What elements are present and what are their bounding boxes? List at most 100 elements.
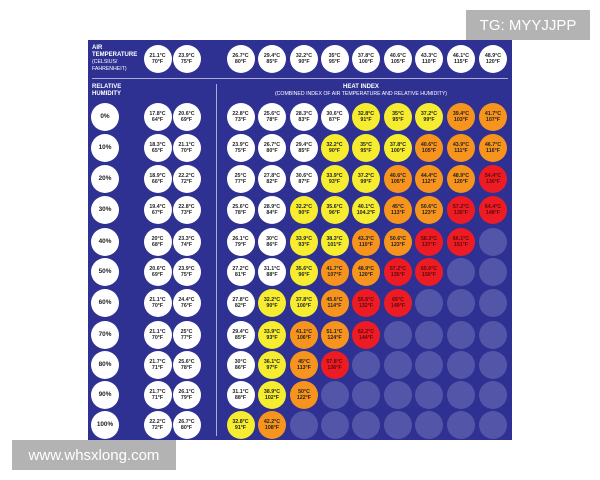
heat-index-cell: 64.4°C 148°F xyxy=(479,196,507,224)
heat-index-cell: 54.4°C 130°F xyxy=(479,165,507,193)
heat-index-cell: 48.9°C 120°F xyxy=(352,258,380,286)
relative-humidity-circle: 0% xyxy=(91,103,119,131)
heat-index-cell: 37.2°C 99°F xyxy=(415,103,443,131)
heat-index-fahrenheit: 130°F xyxy=(485,179,501,185)
air-temperature-header: AIR TEMPERATURE (CELSIUS/ FAHRENHEIT) xyxy=(92,45,140,73)
heat-index-fahrenheit: 72°F xyxy=(151,425,164,431)
heat-index-fahrenheit: 93°F xyxy=(328,179,341,185)
heat-index-cell: 58.3°C 137°F xyxy=(415,228,443,256)
heat-index-fahrenheit: 73°F xyxy=(234,117,247,123)
air-temp-circle: 26.7°C 80°F xyxy=(226,45,255,73)
heat-index-celsius: 18.3°C xyxy=(149,142,166,148)
empty-cell xyxy=(447,258,475,286)
heat-index-fahrenheit: 76°F xyxy=(180,303,193,309)
heat-index-celsius: 54.4°C xyxy=(484,173,502,179)
heat-index-cell: 22.8°C 73°F xyxy=(172,196,201,224)
heat-index-cell: 17.8°C 64°F xyxy=(143,103,172,131)
heat-index-fahrenheit: 79°F xyxy=(234,242,247,248)
air-temp-fahrenheit: 90°F xyxy=(298,59,310,65)
heat-index-celsius: 32.8°C xyxy=(232,419,249,425)
heat-index-fahrenheit: 70°F xyxy=(151,335,164,341)
heat-index-cell: 22.2°C 72°F xyxy=(143,411,172,439)
heat-index-cell: 28.9°C 84°F xyxy=(258,196,286,224)
column-divider xyxy=(216,84,217,436)
heat-index-fahrenheit: 102°F xyxy=(264,395,280,401)
heat-index-fahrenheit: 123°F xyxy=(390,242,406,248)
heat-index-fahrenheit: 82°F xyxy=(266,179,278,185)
heat-index-fahrenheit: 124°F xyxy=(327,335,342,341)
heat-index-cell: 26.7°C 80°F xyxy=(172,411,201,439)
heat-index-celsius: 23.3°C xyxy=(178,236,195,242)
heat-index-fahrenheit: 96°F xyxy=(298,272,310,278)
heat-index-fahrenheit: 107°F xyxy=(327,272,342,278)
empty-cell xyxy=(415,289,443,317)
air-temp-fahrenheit: 105°F xyxy=(390,59,406,65)
heat-index-cell: 23.9°C 75°F xyxy=(226,134,255,162)
relative-humidity-value: 10% xyxy=(98,144,112,151)
heat-index-fahrenheit: 65°F xyxy=(151,148,164,154)
heat-index-cell: 29.4°C 85°F xyxy=(290,134,318,162)
heat-index-chart: AIR TEMPERATURE (CELSIUS/ FAHRENHEIT) RE… xyxy=(88,40,512,440)
heat-index-celsius: 25.6°C xyxy=(263,111,281,117)
heat-index-celsius: 40.1°C xyxy=(357,204,375,210)
heat-index-celsius: 20°C xyxy=(151,236,164,242)
air-temp-fahrenheit: 80°F xyxy=(234,59,247,65)
empty-cell xyxy=(352,381,380,409)
relative-humidity-circle: 80% xyxy=(91,351,119,379)
heat-index-cell: 25°C 77°F xyxy=(172,321,201,349)
air-temp-fahrenheit: 120°F xyxy=(485,59,501,65)
heat-index-cell: 21.1°C 70°F xyxy=(172,134,201,162)
heat-index-celsius: 25.6°C xyxy=(232,204,249,210)
heat-index-cell: 51.1°C 124°F xyxy=(320,321,349,349)
heat-index-cell: 20°C 68°F xyxy=(143,228,172,256)
heat-index-cell: 35°C 95°F xyxy=(384,103,412,131)
heat-index-cell: 21.1°C 70°F xyxy=(143,289,172,317)
heat-index-cell: 23.3°C 74°F xyxy=(172,228,201,256)
air-temp-fahrenheit: 85°F xyxy=(266,59,278,65)
heat-index-fahrenheit: 100°F xyxy=(390,148,406,154)
heat-index-celsius: 37.8°C xyxy=(389,142,407,148)
heat-index-fahrenheit: 66°F xyxy=(151,179,164,185)
heat-index-fahrenheit: 87°F xyxy=(298,179,310,185)
air-temperature-label: AIR TEMPERATURE xyxy=(92,45,138,58)
air-temp-celsius: 32.2°C xyxy=(295,53,313,59)
heat-index-celsius: 32.2°C xyxy=(326,142,343,148)
air-temp-circle: 48.9°C 120°F xyxy=(479,45,507,73)
heat-index-celsius: 33.9°C xyxy=(263,329,281,335)
heat-index-fahrenheit: 95°F xyxy=(360,148,372,154)
heat-index-cell: 45°C 113°F xyxy=(290,351,318,379)
heat-index-celsius: 45°C xyxy=(298,359,310,365)
heat-index-fahrenheit: 87°F xyxy=(328,117,341,123)
heat-index-fahrenheit: 72°F xyxy=(180,179,193,185)
empty-cell xyxy=(447,381,475,409)
relative-humidity-value: 30% xyxy=(98,206,112,213)
heat-index-cell: 33.9°C 93°F xyxy=(290,228,318,256)
heat-index-celsius: 32.8°C xyxy=(357,111,375,117)
empty-cell xyxy=(384,351,412,379)
heat-index-fahrenheit: 84°F xyxy=(266,210,278,216)
relative-humidity-circle: 10% xyxy=(91,134,119,162)
heat-index-celsius: 50.6°C xyxy=(389,236,407,242)
heat-index-fahrenheit: 67°F xyxy=(151,210,164,216)
heat-index-fahrenheit: 77°F xyxy=(234,179,247,185)
heat-index-celsius: 37.2°C xyxy=(357,173,375,179)
empty-cell xyxy=(479,321,507,349)
heat-index-celsius: 51.1°C xyxy=(326,329,343,335)
heat-index-cell: 46.7°C 116°F xyxy=(479,134,507,162)
heat-index-cell: 32.2°C 90°F xyxy=(320,134,349,162)
heat-index-celsius: 29.4°C xyxy=(295,142,313,148)
air-temp-fahrenheit: 115°F xyxy=(454,59,468,65)
heat-index-fahrenheit: 79°F xyxy=(180,395,193,401)
heat-index-celsius: 62.2°C xyxy=(357,329,375,335)
relative-humidity-circle: 50% xyxy=(91,258,119,286)
air-temperature-units: (CELSIUS/ FAHRENHEIT) xyxy=(92,59,127,72)
heat-index-celsius: 22.2°C xyxy=(178,173,195,179)
heat-index-cell: 57.2°C 135°F xyxy=(447,196,475,224)
heat-index-fahrenheit: 70°F xyxy=(180,148,193,154)
heat-index-celsius: 44.4°C xyxy=(420,173,438,179)
heat-index-celsius: 32.2°C xyxy=(263,297,281,303)
heat-index-fahrenheit: 108°F xyxy=(264,425,280,431)
heat-index-fahrenheit: 135°F xyxy=(453,210,469,216)
heat-index-cell: 22.8°C 73°F xyxy=(226,103,255,131)
heat-index-celsius: 37.8°C xyxy=(295,297,313,303)
